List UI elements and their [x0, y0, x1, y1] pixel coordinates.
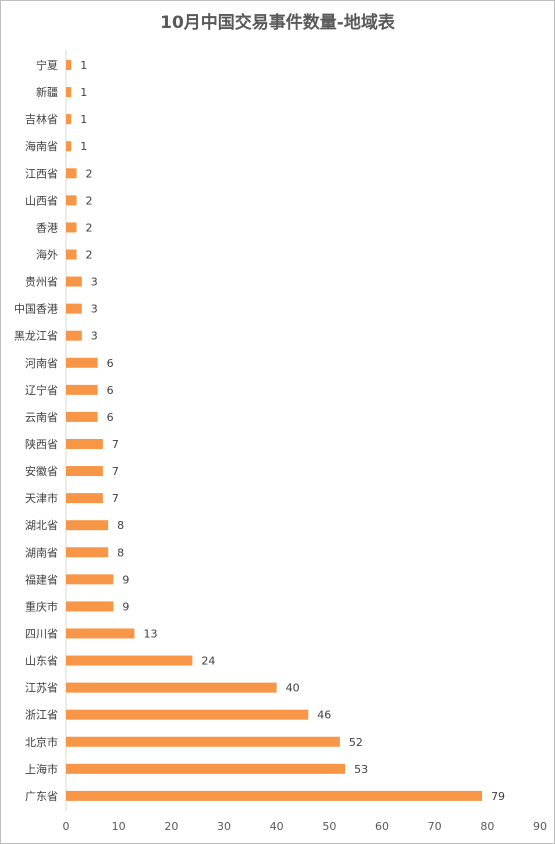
bar [66, 709, 309, 720]
x-tick-label: 70 [428, 820, 442, 833]
data-label: 7 [112, 492, 119, 505]
category-label: 安徽省 [25, 464, 58, 478]
bar [66, 195, 77, 206]
x-tick-label: 30 [217, 820, 231, 833]
x-tick-label: 40 [270, 820, 284, 833]
category-label: 香港 [36, 221, 58, 234]
bar [66, 601, 114, 612]
category-label: 新疆 [36, 85, 58, 99]
category-label: 海外 [36, 247, 58, 261]
bar [66, 655, 193, 666]
category-label: 吉林省 [25, 112, 58, 126]
data-label: 53 [354, 763, 368, 776]
category-label: 河南省 [25, 357, 58, 370]
data-label: 2 [86, 194, 93, 207]
data-label: 7 [112, 465, 119, 478]
bar [66, 574, 114, 585]
category-label: 浙江省 [25, 709, 58, 722]
x-tick-label: 60 [375, 820, 389, 833]
bar [66, 357, 98, 368]
x-tick-label: 80 [480, 820, 494, 833]
data-label: 1 [80, 59, 87, 72]
x-tick-label: 10 [112, 820, 126, 833]
data-label: 52 [349, 736, 363, 749]
bar [66, 438, 103, 449]
bar [66, 168, 77, 179]
data-label: 13 [143, 627, 157, 640]
category-label: 宁夏 [36, 58, 58, 72]
bar [66, 493, 103, 504]
data-label: 9 [122, 573, 129, 586]
category-label: 天津市 [25, 491, 58, 505]
category-label: 山东省 [25, 655, 58, 668]
data-label: 1 [80, 140, 87, 153]
data-label: 6 [107, 411, 114, 424]
data-label: 24 [201, 655, 215, 668]
bar [66, 763, 346, 774]
bar [66, 547, 109, 558]
category-label: 江西省 [25, 167, 58, 180]
data-label: 2 [86, 167, 93, 180]
bar [66, 628, 135, 639]
bar [66, 249, 77, 260]
bar [66, 330, 82, 341]
category-label: 贵州省 [25, 276, 58, 289]
category-label: 山西省 [25, 194, 58, 207]
bar [66, 736, 340, 747]
bar [66, 222, 77, 233]
data-label: 8 [117, 519, 124, 532]
data-label: 1 [80, 113, 87, 126]
category-label: 湖南省 [25, 546, 58, 559]
bar [66, 682, 277, 693]
bar [66, 790, 483, 801]
bar [66, 384, 98, 395]
data-label: 6 [107, 384, 114, 397]
data-label: 3 [91, 330, 98, 343]
data-label: 7 [112, 438, 119, 451]
category-label: 江苏省 [25, 682, 58, 695]
x-tick-label: 0 [63, 820, 70, 833]
category-label: 四川省 [25, 627, 58, 640]
data-label: 2 [86, 248, 93, 261]
bar [66, 520, 109, 531]
x-tick-label: 20 [164, 820, 178, 833]
chart-title: 10月中国交易事件数量-地域表 [160, 13, 395, 33]
data-label: 6 [107, 357, 114, 370]
category-label: 海南省 [25, 139, 58, 153]
data-label: 1 [80, 86, 87, 99]
category-label: 重庆市 [25, 599, 58, 613]
category-label: 湖北省 [25, 519, 58, 532]
bar [66, 114, 72, 125]
category-label: 中国香港 [14, 303, 58, 316]
data-label: 9 [122, 600, 129, 613]
data-label: 8 [117, 546, 124, 559]
bar [66, 466, 103, 477]
bar [66, 87, 72, 98]
x-tick-label: 50 [322, 820, 336, 833]
data-label: 79 [491, 790, 505, 803]
category-label: 辽宁省 [25, 383, 58, 397]
category-label: 黑龙江省 [14, 330, 58, 343]
data-label: 3 [91, 276, 98, 289]
category-label: 陕西省 [25, 437, 58, 451]
bar [66, 276, 82, 287]
bar [66, 60, 72, 70]
bar [66, 411, 98, 422]
bar [66, 141, 72, 152]
data-label: 46 [317, 709, 331, 722]
category-label: 福建省 [25, 572, 58, 586]
category-label: 北京市 [25, 735, 58, 749]
data-label: 40 [286, 682, 300, 695]
data-label: 2 [86, 221, 93, 234]
category-label: 云南省 [25, 411, 58, 424]
data-label: 3 [91, 303, 98, 316]
bar [66, 303, 82, 314]
category-label: 上海市 [25, 762, 58, 776]
category-label: 广东省 [25, 790, 58, 803]
x-tick-label: 90 [533, 820, 547, 833]
